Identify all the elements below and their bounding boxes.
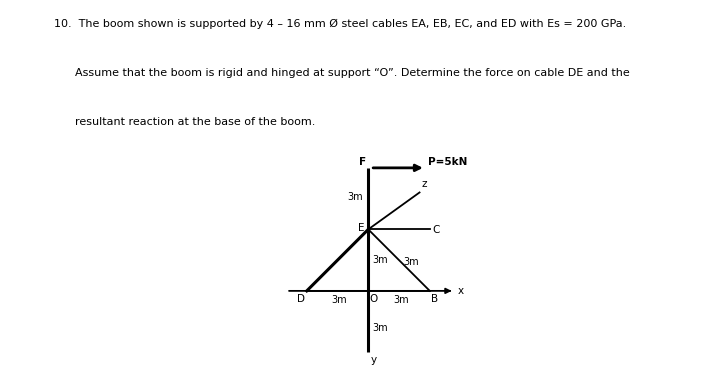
Text: Assume that the boom is rigid and hinged at support “O”. Determine the force on : Assume that the boom is rigid and hinged… (54, 68, 630, 78)
Text: 3m: 3m (332, 296, 347, 305)
Text: 3m: 3m (393, 296, 409, 305)
Text: 3m: 3m (403, 257, 419, 267)
Text: C: C (432, 225, 440, 235)
Text: 10.  The boom shown is supported by 4 – 16 mm Ø steel cables EA, EB, EC, and ED : 10. The boom shown is supported by 4 – 1… (54, 19, 626, 29)
Text: E: E (358, 223, 364, 233)
Text: O: O (369, 294, 377, 304)
Text: F: F (359, 157, 366, 167)
Text: 3m: 3m (372, 255, 387, 265)
Text: D: D (297, 294, 305, 304)
Text: P=5kN: P=5kN (428, 157, 467, 167)
Text: z: z (422, 179, 427, 189)
Text: x: x (457, 286, 464, 296)
Text: resultant reaction at the base of the boom.: resultant reaction at the base of the bo… (54, 117, 315, 127)
Text: 3m: 3m (348, 192, 363, 202)
Text: 3m: 3m (373, 323, 388, 333)
Text: B: B (431, 294, 438, 304)
Text: y: y (371, 356, 377, 365)
